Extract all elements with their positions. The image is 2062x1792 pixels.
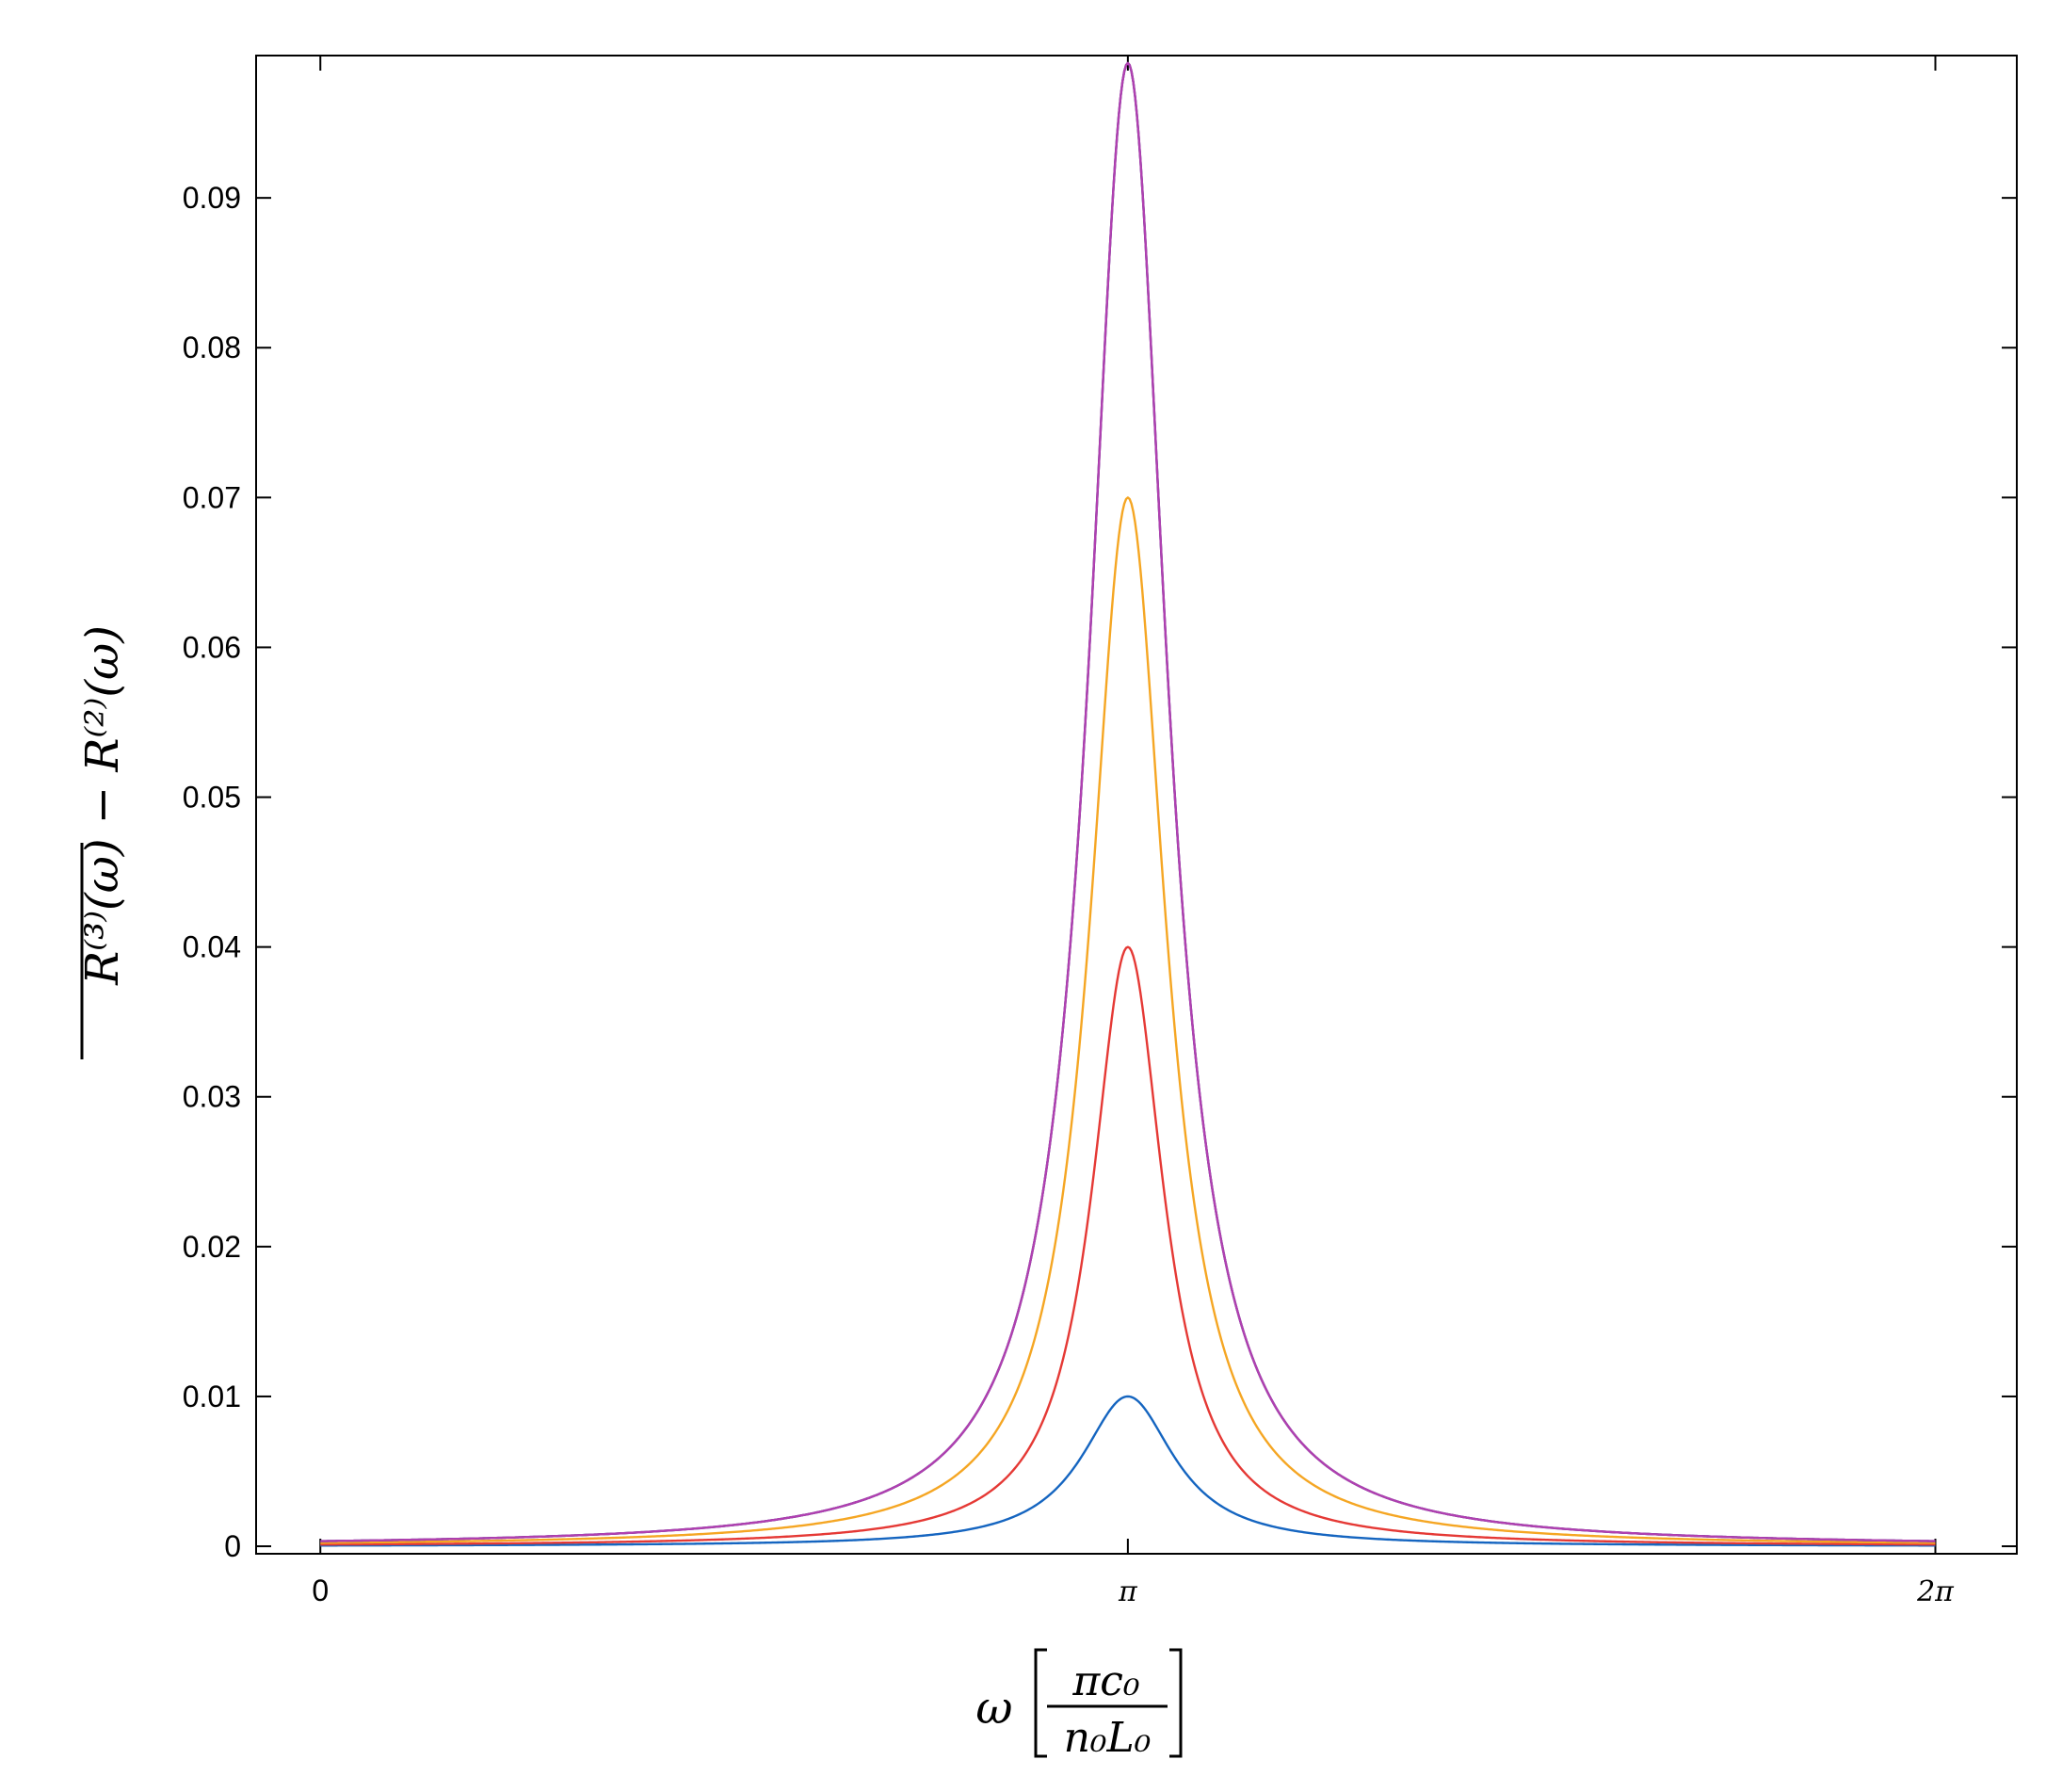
x-tick-label: 2π xyxy=(1916,1575,1955,1608)
y-tick-label: 0.02 xyxy=(183,1230,241,1264)
series-line-0 xyxy=(320,1395,1936,1547)
y-tick-label: 0.05 xyxy=(183,781,241,815)
series-line-2 xyxy=(320,496,1936,1544)
plot-frame xyxy=(255,55,2018,1555)
y-tick-label: 0.08 xyxy=(183,331,241,364)
x-axis-label-denominator: n₀L₀ xyxy=(1064,1714,1152,1762)
series-line-3 xyxy=(320,61,1936,1542)
series-line-4 xyxy=(320,61,1936,1542)
y-tick-label: 0.07 xyxy=(183,480,241,514)
y-tick-label: 0.03 xyxy=(183,1080,241,1114)
x-axis-label-left-bracket xyxy=(1034,1648,1047,1758)
x-axis-label-right-bracket xyxy=(1169,1648,1183,1758)
y-tick-label: 0.01 xyxy=(183,1380,241,1413)
x-tick-label: 0 xyxy=(312,1574,329,1607)
y-axis-label-text: R⁽³⁾(ω) − R⁽²⁾(ω) xyxy=(76,625,129,986)
series-line-1 xyxy=(320,945,1936,1546)
series-lines xyxy=(320,61,1936,1547)
y-axis-label: R⁽³⁾(ω) − R⁽²⁾(ω) xyxy=(76,625,129,1059)
y-tick-label: 0.04 xyxy=(183,930,241,964)
y-tick-label: 0.09 xyxy=(183,181,241,215)
y-ticks: 0 0.01 0.02 0.03 0.04 0.05 0.06 0.07 0.08 0.09 xyxy=(183,181,2017,1563)
x-axis-label-symbol: ω xyxy=(975,1682,1012,1735)
x-tick-label: π xyxy=(1118,1575,1138,1608)
x-ticks: 0 π 2π xyxy=(312,56,1955,1608)
y-tick-label: 0.06 xyxy=(183,630,241,664)
x-axis-label-numerator: πc₀ xyxy=(1071,1657,1140,1705)
y-tick-label: 0 xyxy=(224,1529,241,1563)
x-axis-label: ω πc₀ n₀L₀ xyxy=(975,1648,1183,1762)
